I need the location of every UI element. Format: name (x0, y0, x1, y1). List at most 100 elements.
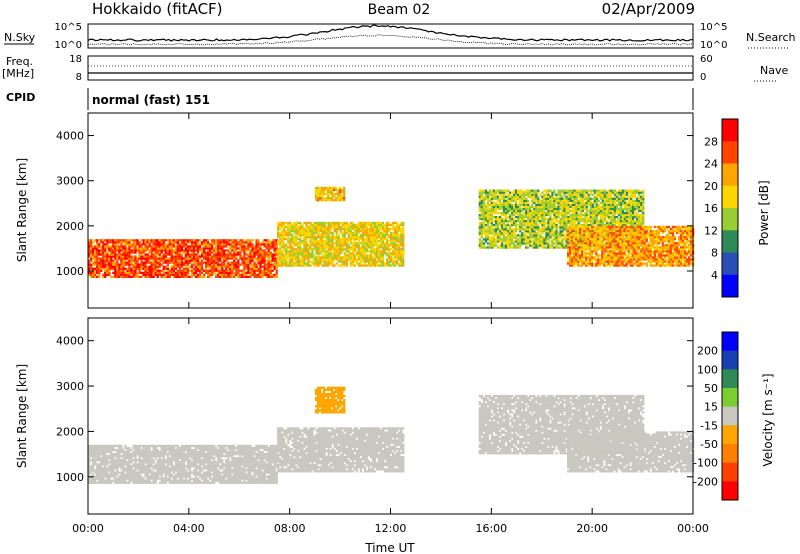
scatter-cell (533, 242, 536, 245)
scatter-cell (517, 242, 520, 245)
scatter-cell (172, 261, 175, 264)
scatter-cell (225, 275, 228, 278)
scatter-cell (106, 243, 109, 246)
scatter-cell (144, 265, 147, 268)
scatter-cell (500, 238, 504, 241)
scatter-cell (595, 197, 598, 200)
scatter-cell (365, 238, 369, 241)
scatter-cell (98, 271, 101, 274)
scatter-cell (628, 220, 631, 223)
scatter-cell (104, 263, 107, 266)
scatter-cell (521, 222, 524, 225)
scatter-cell (287, 231, 290, 235)
scatter-cell (261, 273, 264, 276)
scatter-cell (571, 203, 574, 206)
scatter-cell (311, 256, 314, 259)
scatter-cell (305, 231, 308, 235)
scatter-cell (122, 273, 125, 276)
scatter-cell (569, 195, 572, 198)
scatter-cell (182, 243, 186, 246)
scatter-cell (331, 188, 334, 192)
scatter-cell (287, 221, 290, 225)
scatter-cell (148, 265, 151, 268)
scatter-cell (152, 253, 155, 256)
scatter-cell (303, 227, 306, 231)
scatter-cell (265, 255, 268, 258)
scatter-cell (386, 252, 389, 255)
scatter-cell (480, 234, 483, 237)
scatter-cell (396, 244, 399, 247)
scatter-cell (184, 269, 188, 272)
scatter-cell (186, 263, 190, 266)
scatter-cell (390, 242, 393, 245)
scatter-cell (504, 246, 508, 249)
scatter-cell (198, 265, 202, 268)
scatter-cell (88, 259, 91, 262)
scatter-cell (152, 269, 155, 272)
scatter-cell (363, 264, 367, 267)
scatter-cell (529, 193, 532, 196)
scatter-cell (636, 222, 639, 225)
scatter-cell (345, 262, 348, 265)
scatter-cell (88, 253, 91, 256)
scatter-cell (396, 248, 399, 251)
scatter-cell (319, 225, 322, 229)
scatter-cell (535, 197, 538, 200)
scatter-cell (337, 223, 340, 227)
scatter-cell (490, 244, 494, 247)
scatter-cell (293, 223, 296, 227)
scatter-cell (319, 252, 322, 255)
scatter-cell (329, 223, 332, 227)
scatter-cell (388, 234, 391, 237)
scatter-cell (349, 238, 352, 241)
scatter-cell (205, 253, 208, 256)
scatter-cell (322, 197, 326, 200)
scatter-cell (396, 227, 399, 231)
scatter-cell (132, 243, 135, 246)
scatter-cell (521, 195, 524, 198)
scatter-cell (539, 244, 542, 247)
scatter-cell (567, 197, 570, 200)
scatter-cell (138, 247, 141, 250)
scatter-cell (494, 215, 498, 219)
scatter-cell (132, 269, 135, 272)
scatter-cell (114, 239, 117, 242)
scatter-cell (343, 221, 346, 225)
scatter-cell (247, 261, 250, 264)
scatter-cell (273, 241, 276, 244)
scatter-cell (638, 228, 641, 231)
scatter-cell (623, 217, 627, 221)
scatter-cell (309, 252, 312, 255)
scatter-cell (337, 256, 340, 259)
scatter-cell (525, 236, 528, 239)
scatter-cell (525, 228, 528, 231)
scatter-cell (178, 247, 182, 250)
scatter-cell (377, 246, 381, 249)
scatter-cell (343, 244, 346, 247)
scatter-cell (289, 225, 292, 229)
scatter-cell (519, 238, 522, 241)
scatter-cell (543, 213, 546, 217)
scatter-cell (559, 191, 562, 194)
scatter-cell (502, 220, 506, 223)
scatter-cell (148, 249, 151, 252)
scatter-cell (390, 240, 393, 243)
scatter-cell (642, 220, 645, 223)
scatter-cell (541, 199, 544, 202)
scatter-cell (160, 273, 163, 276)
scatter-cell (529, 234, 532, 237)
scatter-cell (640, 195, 643, 198)
scatter-cell (488, 209, 492, 213)
scatter-cell (283, 262, 286, 265)
scatter-cell (480, 240, 483, 243)
scatter-cell (150, 257, 153, 260)
scatter-cell (527, 213, 530, 217)
scatter-cell (315, 242, 318, 245)
scatter-cell (537, 226, 540, 229)
scatter-cell (243, 251, 246, 254)
scatter-cell (565, 224, 568, 227)
scatter-cell (146, 275, 149, 278)
scatter-cell (176, 269, 179, 272)
scatter-cell (108, 273, 111, 276)
scatter-cell (235, 265, 238, 268)
